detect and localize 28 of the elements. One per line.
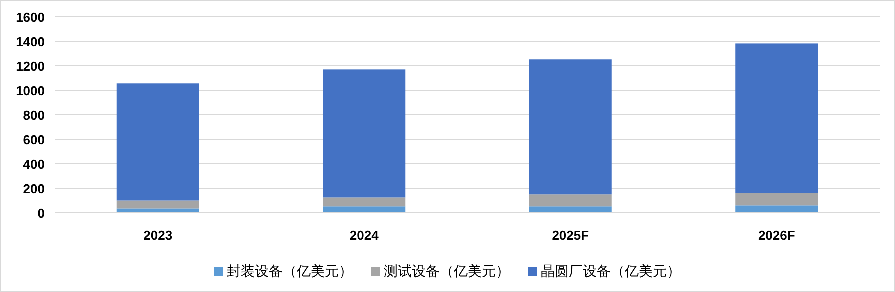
- bar: [116, 200, 200, 209]
- bar: [323, 198, 406, 207]
- y-tick-label: 1600: [16, 10, 45, 25]
- y-tick-label: 1000: [16, 84, 45, 98]
- bar: [529, 206, 612, 213]
- x-tick-label: 2026F: [758, 228, 796, 243]
- bar: [736, 206, 818, 213]
- legend-label: 晶圆厂设备（亿美元）: [541, 263, 681, 279]
- bar: [323, 70, 406, 198]
- bar: [736, 44, 818, 194]
- bar: [116, 84, 200, 201]
- y-tick-label: 400: [23, 157, 45, 172]
- y-tick-label: 1200: [16, 59, 45, 74]
- x-tick-label: 2025F: [552, 228, 590, 243]
- bar: [736, 193, 818, 206]
- y-tick-label: 0: [38, 206, 45, 221]
- legend-label: 测试设备（亿美元）: [384, 263, 510, 279]
- y-tick-label: 800: [23, 108, 45, 123]
- x-tick-label: 2024: [350, 228, 380, 243]
- y-tick-label: 600: [23, 132, 45, 148]
- legend-label: 封装设备（亿美元）: [227, 263, 353, 279]
- bar: [116, 208, 200, 213]
- y-tick-label: 200: [23, 182, 45, 196]
- bar: [529, 194, 612, 207]
- bar: [529, 60, 612, 195]
- bar: [323, 206, 406, 213]
- x-tick-label: 2023: [144, 228, 173, 243]
- y-tick-label: 1400: [16, 34, 45, 50]
